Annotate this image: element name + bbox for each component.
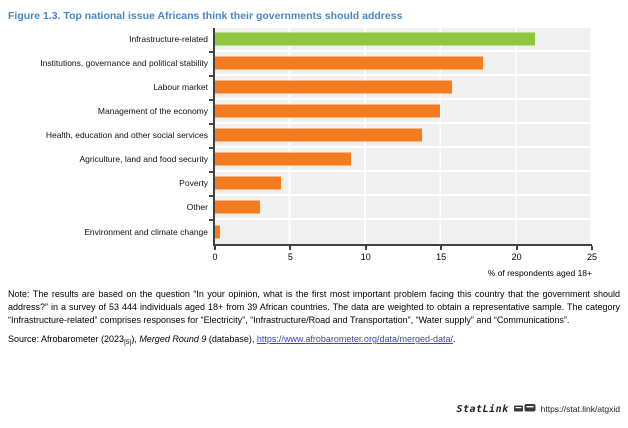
chart-row: Poverty — [8, 172, 592, 196]
bar — [215, 128, 422, 142]
category-label: Labour market — [153, 81, 208, 92]
chart-row: Environment and climate change — [8, 220, 592, 244]
bar — [215, 200, 261, 214]
x-axis-tick — [440, 246, 443, 250]
source-sep: ), — [131, 334, 140, 344]
bar — [215, 104, 440, 118]
statlink-url[interactable]: https://stat.link/atgxid — [540, 404, 620, 414]
bar — [215, 56, 484, 70]
chart-row: Agriculture, land and food security — [8, 148, 592, 172]
bar — [215, 152, 351, 166]
x-tick-label: 5 — [287, 252, 293, 262]
x-axis-tick — [515, 246, 518, 250]
bar-track — [215, 28, 592, 50]
chart-row: Infrastructure-related — [8, 28, 592, 52]
y-axis-tick — [209, 219, 213, 221]
x-tick-label: 15 — [436, 252, 447, 262]
y-axis-tick — [209, 123, 213, 125]
x-axis-tick — [364, 246, 367, 250]
category-label: Poverty — [179, 177, 208, 188]
y-axis-line — [213, 28, 215, 244]
citation-ref: [5] — [124, 339, 132, 346]
chart-row: Institutions, governance and political s… — [8, 52, 592, 76]
source-url-link[interactable]: https://www.afrobarometer.org/data/merge… — [256, 334, 453, 344]
figure-notes: Note: The results are based on the quest… — [8, 288, 620, 349]
bar-track — [215, 124, 592, 146]
x-axis-tick — [289, 246, 292, 250]
bar-track — [215, 220, 592, 244]
bar-track — [215, 100, 592, 122]
chart-row: Health, education and other social servi… — [8, 124, 592, 148]
source-suffix: . — [453, 334, 456, 344]
statlink: StatLink https://stat.link/atgxid — [456, 400, 620, 418]
category-label: Institutions, governance and political s… — [40, 57, 208, 68]
x-axis-tick — [591, 246, 593, 250]
category-label: Management of the economy — [97, 105, 208, 116]
x-axis-line — [213, 244, 592, 246]
x-axis-title: % of respondents aged 18+ — [487, 268, 592, 278]
x-tick-label: 20 — [511, 252, 522, 262]
bar-track — [215, 76, 592, 98]
x-tick-label: 10 — [360, 252, 371, 262]
bar-chart: Infrastructure-related Institutions, gove… — [8, 28, 597, 278]
y-axis-tick — [209, 51, 213, 53]
x-tick-label: 25 — [586, 252, 597, 262]
y-axis-tick — [209, 195, 213, 197]
chart-rows: Infrastructure-related Institutions, gove… — [8, 28, 592, 244]
bar — [215, 225, 220, 239]
chart-row: Labour market — [8, 76, 592, 100]
source-prefix: Source: Afrobarometer (2023 — [8, 334, 125, 344]
category-label: Agriculture, land and food security — [79, 153, 208, 164]
bar — [215, 32, 535, 46]
figure-title: Figure 1.3. Top national issue Africans … — [8, 10, 403, 22]
source-mid: (database), — [206, 334, 257, 344]
note-text: Note: The results are based on the quest… — [8, 289, 620, 325]
category-label: Environment and climate change — [84, 226, 208, 237]
y-axis-tick — [209, 171, 213, 173]
bar-track — [215, 148, 592, 170]
chart-row: Other — [8, 196, 592, 220]
statlink-brand: StatLink — [456, 403, 509, 415]
category-label: Health, education and other social servi… — [45, 129, 208, 140]
source-line: Source: Afrobarometer (2023[5]), Merged … — [8, 333, 620, 349]
y-axis-tick — [209, 147, 213, 149]
bar-track — [215, 52, 592, 74]
bar-track — [215, 196, 592, 218]
x-tick-label: 0 — [212, 252, 218, 262]
x-axis-tick — [214, 246, 216, 250]
chart-row: Management of the economy — [8, 100, 592, 124]
bar — [215, 80, 452, 94]
y-axis-tick — [209, 75, 213, 77]
source-work-title: Merged Round 9 — [139, 334, 207, 344]
category-label: Other — [186, 201, 208, 212]
bar-track — [215, 172, 592, 194]
category-label: Infrastructure-related — [129, 33, 208, 44]
y-axis-tick — [209, 99, 213, 101]
statlink-disk-icon — [513, 400, 536, 418]
bar — [215, 176, 282, 190]
